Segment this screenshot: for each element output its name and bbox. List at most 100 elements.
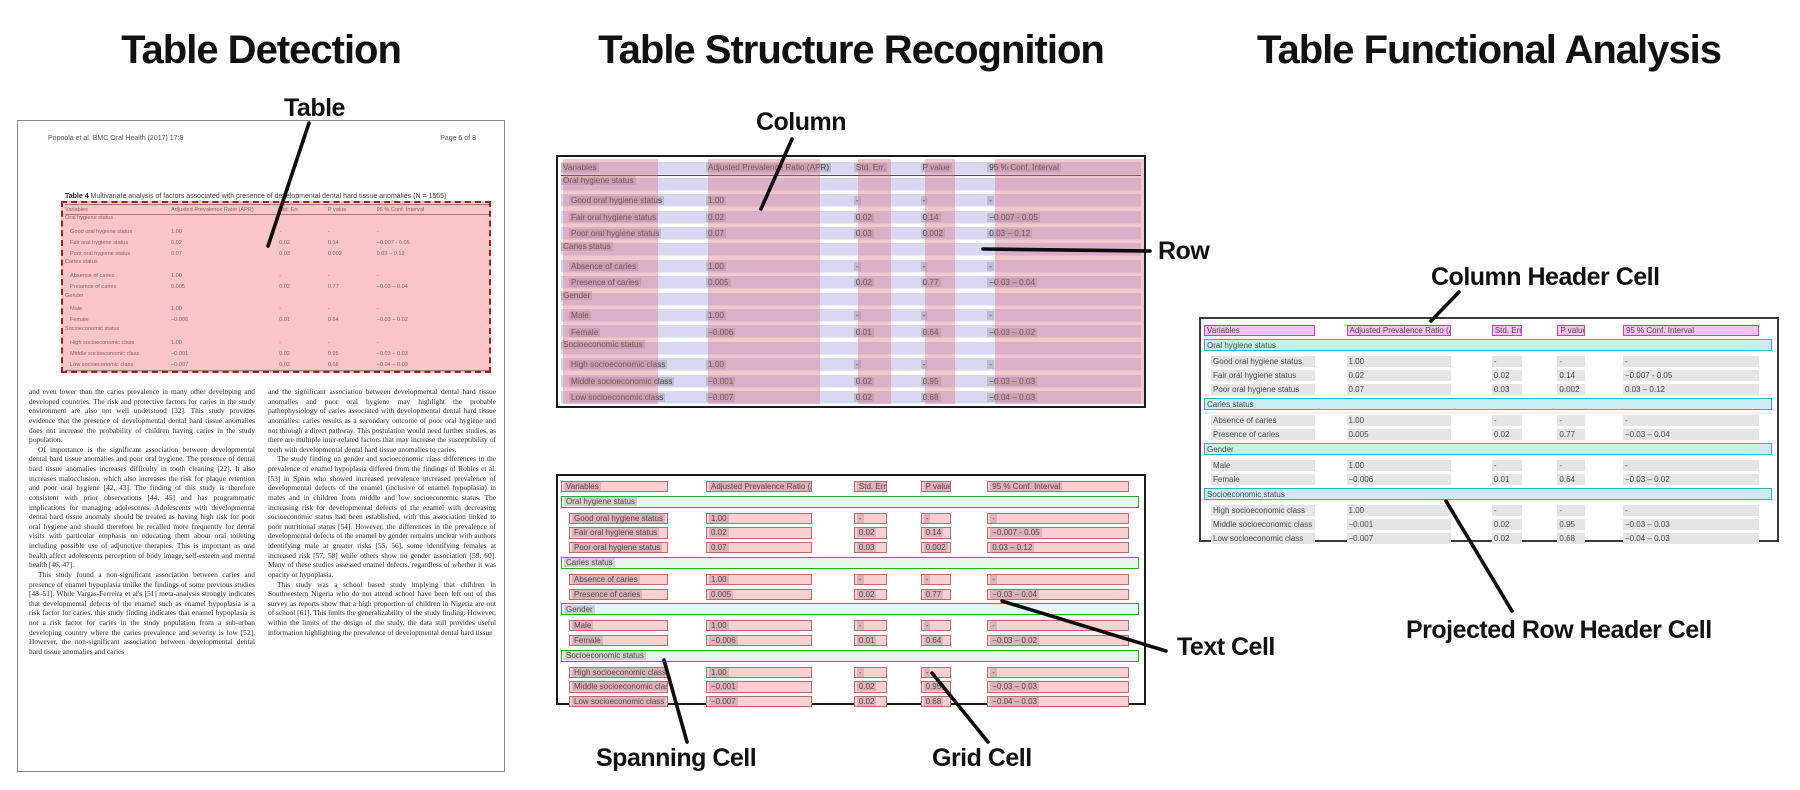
column-header-cell: Adjusted Prevalence Ratio (APR) (1346, 325, 1452, 336)
table-caption: Table 4 Multivariate analysis of factors… (65, 193, 488, 200)
value-text: −0.007 (709, 697, 738, 707)
column-header-cell: Adjusted Prevalence Ratio (APR) (171, 205, 279, 214)
value-text: 0.64 (327, 317, 339, 324)
section-label-text: Caries status (561, 241, 613, 251)
value-cell: 1.00 (171, 337, 279, 348)
section-label-text: Oral hygiene status (1207, 340, 1276, 350)
row-label-cell: Absence of caries (1211, 414, 1316, 426)
data-row: Middle socioeconomic class −0.001 0.02 0.95… (561, 373, 1141, 390)
value-text: - (920, 196, 928, 206)
column-header-text: Variables (561, 163, 599, 173)
value-cell: 0.03 (279, 248, 328, 259)
value-cell: −0.001 (706, 681, 813, 693)
value-cell: - (328, 337, 377, 348)
section-label-text: Caries status (564, 558, 615, 568)
value-cell: 0.005 (706, 588, 813, 600)
data-row: Low socioeconomic class −0.007 0.02 0.68 −0.… (561, 694, 1141, 709)
column-header-cell: Adjusted Prevalence Ratio (APR) (706, 481, 813, 493)
value-text: 0.002 (920, 229, 946, 239)
value-text: 1.00 (709, 667, 729, 677)
value-cell: −0.007 - 0.05 (987, 209, 1141, 225)
column-header-text: P value (1560, 326, 1585, 335)
value-text: 0.002 (923, 543, 948, 553)
value-cell: 1.00 (706, 308, 854, 324)
row-label-cell: Middle socioeconomic class (561, 373, 706, 389)
row-label-text: Presence of caries (70, 284, 117, 291)
column-header-text: Std. Err. (1494, 326, 1522, 335)
spanning-cell: Caries status (561, 556, 1139, 569)
value-cell: −0.007 - 0.05 (987, 527, 1129, 539)
column-header-cell: Variables (1204, 325, 1316, 336)
label-text-cell: Text Cell (1177, 633, 1275, 661)
value-text: 0.005 (1348, 430, 1369, 440)
row-label-cell: Good oral hygiene status (561, 193, 706, 209)
value-cell: 0.07 (171, 248, 279, 259)
data-row: Good oral hygiene status 1.00 - - - (561, 511, 1141, 526)
value-text: - (376, 339, 379, 346)
value-text: 1.00 (709, 513, 729, 523)
data-row: Presence of caries 0.005 0.02 0.77 −0.03 – 0… (1204, 427, 1774, 441)
data-row: Low socioeconomic class −0.007 0.02 0.68 −0.… (1204, 531, 1774, 545)
row-label-text: Poor oral hygiene status (1213, 385, 1300, 395)
label-table: Table (284, 94, 345, 122)
value-cell: 0.95 (1557, 518, 1585, 530)
value-cell: 0.68 (1557, 533, 1585, 545)
value-text: −0.006 (171, 317, 189, 324)
column-header-text: Std. Err. (279, 206, 300, 213)
value-cell: - (853, 620, 888, 632)
value-text: −0.03 – 0.04 (987, 278, 1038, 288)
value-cell: 1.00 (171, 304, 279, 315)
data-row: Male 1.00 - - - (65, 304, 489, 315)
value-cell: 0.02 (279, 282, 328, 293)
value-cell: 0.01 (853, 634, 888, 647)
row-label-cell: Poor oral hygiene status (1211, 384, 1316, 396)
row-label-cell: Fair oral hygiene status (65, 237, 171, 248)
value-text: 0.95 (327, 350, 339, 357)
value-cell: 0.02 (1491, 429, 1522, 441)
row-label-cell: Absence of caries (65, 271, 171, 282)
value-cell: 0.02 (1491, 533, 1522, 545)
value-text: - (923, 621, 931, 631)
column-header-text: 95 % Conf. Interval (990, 482, 1063, 492)
value-text: 0.02 (1493, 430, 1510, 440)
value-cell: −0.007 (706, 696, 813, 708)
spanning-cell: Oral hygiene status (561, 176, 1141, 186)
row-label-cell: Low socioeconomic class (561, 389, 706, 405)
value-cell: −0.03 – 0.04 (377, 282, 489, 293)
value-cell: 0.02 (853, 209, 921, 225)
value-text: 0.02 (709, 528, 729, 538)
label-spanning-cell: Spanning Cell (596, 744, 757, 772)
paragraph: This study found a non-significant assoc… (29, 569, 255, 656)
value-text: 0.02 (1348, 370, 1365, 380)
value-cell: - (920, 193, 988, 209)
value-cell: 0.77 (920, 588, 952, 600)
row-label-cell: Male (65, 304, 171, 315)
value-cell: - (1557, 355, 1585, 367)
value-cell: 0.02 (853, 527, 888, 539)
section-row: Socioeconomic status (561, 340, 1141, 357)
value-text: - (1493, 460, 1497, 470)
row-label-text: Male (70, 306, 83, 313)
value-text: 0.77 (920, 278, 941, 288)
value-cell: −0.001 (706, 373, 854, 389)
value-text: 0.02 (856, 589, 877, 599)
value-cell: 1.00 (706, 573, 813, 585)
data-row: Male 1.00 - - - (561, 618, 1141, 633)
data-row: Fair oral hygiene status 0.02 0.02 0.14 −0.0… (561, 525, 1141, 540)
data-row: Good oral hygiene status 1.00 - - - (65, 226, 489, 237)
value-text: 1.00 (171, 228, 182, 235)
value-text: 0.77 (1559, 430, 1575, 440)
data-row: Female −0.006 0.01 0.64 −0.03 – 0.02 (561, 633, 1141, 648)
row-label-text: Low socioeconomic class (1213, 534, 1304, 544)
label-grid-cell: Grid Cell (932, 744, 1032, 772)
column-header-text: P value (920, 163, 952, 173)
value-cell: −0.007 - 0.05 (377, 237, 489, 248)
value-text: - (1493, 415, 1497, 425)
value-cell: 0.95 (920, 681, 952, 693)
section-label-text: Oral hygiene status (65, 215, 114, 222)
value-text: −0.03 – 0.03 (1624, 519, 1670, 529)
column-header-text: P value (327, 206, 347, 213)
value-text: - (1559, 356, 1563, 366)
row-label-text: Male (1213, 460, 1231, 470)
value-text: - (1624, 460, 1628, 470)
